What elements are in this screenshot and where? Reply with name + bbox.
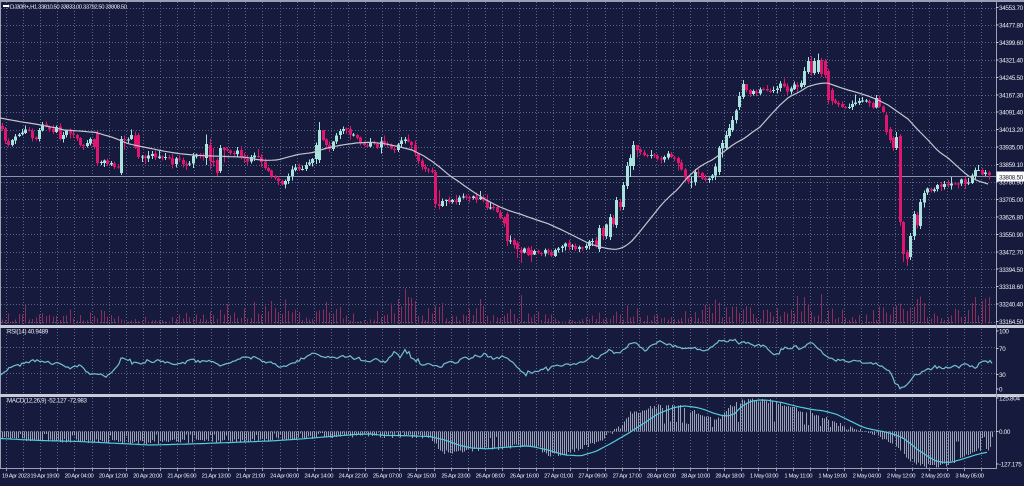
svg-text:26 Apr 08:00: 26 Apr 08:00 xyxy=(476,474,506,480)
svg-text:33626.80: 33626.80 xyxy=(999,214,1024,221)
svg-text:33550.90: 33550.90 xyxy=(999,232,1024,239)
svg-text:24 Apr 06:00: 24 Apr 06:00 xyxy=(270,474,300,480)
svg-text:2 May 20:00: 2 May 20:00 xyxy=(921,474,950,480)
svg-text:MACD(12,26,9) -52.127 -72.983: MACD(12,26,9) -52.127 -72.983 xyxy=(7,398,88,405)
svg-text:2 May 12:00: 2 May 12:00 xyxy=(887,474,916,480)
svg-text:21 Apr 21:00: 21 Apr 21:00 xyxy=(236,474,266,480)
svg-text:34321.40: 34321.40 xyxy=(999,57,1024,64)
svg-text:33935.00: 33935.00 xyxy=(999,145,1024,152)
svg-text:0.00: 0.00 xyxy=(999,429,1011,436)
svg-text:21 Apr 13:00: 21 Apr 13:00 xyxy=(202,474,232,480)
svg-text:RSI(14) 40.9489: RSI(14) 40.9489 xyxy=(7,329,49,336)
svg-text:25 Apr 07:00: 25 Apr 07:00 xyxy=(373,474,403,480)
svg-text:20 Apr 20:00: 20 Apr 20:00 xyxy=(133,474,163,480)
svg-text:25 Apr 23:00: 25 Apr 23:00 xyxy=(441,474,471,480)
svg-text:33472.70: 33472.70 xyxy=(999,249,1024,256)
svg-text:30: 30 xyxy=(999,372,1006,379)
svg-text:100: 100 xyxy=(999,329,1009,336)
svg-text:34013.20: 34013.20 xyxy=(999,127,1024,134)
svg-text:1 May 03:00: 1 May 03:00 xyxy=(750,474,779,480)
svg-text:33394.50: 33394.50 xyxy=(999,267,1024,274)
svg-text:19 Apr 2023: 19 Apr 2023 xyxy=(2,474,31,480)
svg-text:33808.50: 33808.50 xyxy=(999,175,1024,182)
svg-text:19 Apr 19:00: 19 Apr 19:00 xyxy=(30,474,60,480)
svg-text:34399.60: 34399.60 xyxy=(999,40,1024,47)
svg-text:28 Apr 10:00: 28 Apr 10:00 xyxy=(681,474,711,480)
svg-text:21 Apr 05:00: 21 Apr 05:00 xyxy=(167,474,197,480)
svg-text:27 Apr 17:00: 27 Apr 17:00 xyxy=(613,474,643,480)
svg-text:-127.175: -127.175 xyxy=(999,461,1022,468)
svg-text:34245.50: 34245.50 xyxy=(999,75,1024,82)
svg-text:25 Apr 15:00: 25 Apr 15:00 xyxy=(407,474,437,480)
svg-text:26 Apr 16:00: 26 Apr 16:00 xyxy=(510,474,540,480)
svg-text:1 May 19:00: 1 May 19:00 xyxy=(818,474,847,480)
svg-text:28 Apr 02:00: 28 Apr 02:00 xyxy=(647,474,677,480)
svg-text:33240.40: 33240.40 xyxy=(999,302,1024,309)
svg-text:33164.50: 33164.50 xyxy=(999,319,1024,326)
svg-text:20 Apr 04:00: 20 Apr 04:00 xyxy=(65,474,95,480)
svg-text:2 May 04:00: 2 May 04:00 xyxy=(853,474,882,480)
svg-text:34477.80: 34477.80 xyxy=(999,22,1024,29)
svg-text:33318.60: 33318.60 xyxy=(999,284,1024,291)
svg-text:24 Apr 22:00: 24 Apr 22:00 xyxy=(339,474,369,480)
svg-text:28 Apr 18:00: 28 Apr 18:00 xyxy=(715,474,745,480)
svg-text:27 Apr 09:00: 27 Apr 09:00 xyxy=(578,474,608,480)
svg-text:125.804: 125.804 xyxy=(999,396,1020,403)
svg-text:34553.70: 34553.70 xyxy=(999,5,1024,12)
svg-text:24 Apr 14:00: 24 Apr 14:00 xyxy=(304,474,334,480)
svg-text:33705.00: 33705.00 xyxy=(999,197,1024,204)
svg-text:34167.30: 34167.30 xyxy=(999,92,1024,99)
svg-text:27 Apr 01:00: 27 Apr 01:00 xyxy=(544,474,574,480)
svg-text:DJ30R+,H1 33810.50 33833.00 33: DJ30R+,H1 33810.50 33833.00 33792.50 338… xyxy=(10,5,128,11)
svg-text:20 Apr 12:00: 20 Apr 12:00 xyxy=(99,474,129,480)
svg-text:1 May 11:00: 1 May 11:00 xyxy=(784,474,813,480)
svg-text:3 May 05:00: 3 May 05:00 xyxy=(955,474,984,480)
svg-text:33859.10: 33859.10 xyxy=(999,162,1024,169)
svg-text:70: 70 xyxy=(999,346,1006,353)
svg-text:34091.40: 34091.40 xyxy=(999,110,1024,117)
